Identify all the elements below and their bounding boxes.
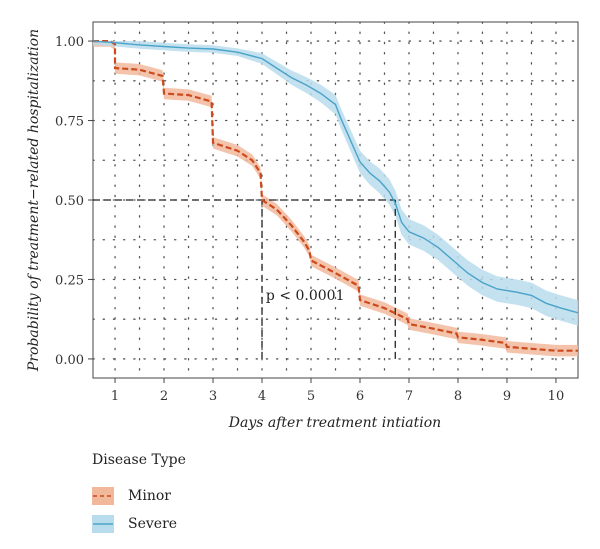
- y-tick-label-1: 0.25: [55, 273, 84, 288]
- y-tick-label-2: 0.50: [55, 194, 84, 209]
- y-axis-title: Probability of treatment−related hospita…: [26, 29, 42, 372]
- confidence-bands: [93, 41, 578, 357]
- x-axis-title: Days after treatment intiation: [228, 415, 441, 431]
- x-axis: 1 2 3 4 5 6 7 8 9 10: [111, 378, 564, 404]
- band-minor: [93, 41, 578, 357]
- x-tick-label-1: 1: [111, 389, 119, 404]
- legend-key-minor: [92, 487, 114, 505]
- series-lines: [92, 40, 579, 352]
- x-tick-label-7: 7: [405, 389, 413, 404]
- x-tick-label-2: 2: [160, 389, 168, 404]
- x-tick-label-6: 6: [356, 389, 364, 404]
- x-tick-label-4: 4: [258, 389, 266, 404]
- x-tick-label-8: 8: [454, 389, 462, 404]
- band-severe: [93, 41, 578, 326]
- series-line-severe: [92, 40, 579, 314]
- legend-item-minor: Minor: [92, 482, 186, 510]
- x-tick-label-9: 9: [503, 389, 511, 404]
- y-tick-label-0: 0.00: [55, 353, 84, 368]
- series-line-minor: [93, 40, 578, 352]
- y-tick-label-4: 1.00: [55, 35, 84, 50]
- annotation-p-value: p < 0.0001: [266, 288, 345, 304]
- x-tick-label-3: 3: [209, 389, 217, 404]
- legend-label-severe: Severe: [128, 516, 178, 532]
- legend: Disease Type Minor Severe: [92, 452, 186, 538]
- legend-key-severe: [92, 515, 114, 533]
- legend-label-minor: Minor: [128, 488, 171, 504]
- reference-lines: [93, 199, 396, 359]
- x-tick-label-5: 5: [307, 389, 315, 404]
- legend-item-severe: Severe: [92, 510, 186, 538]
- y-tick-label-3: 0.75: [55, 115, 84, 130]
- x-tick-label-10: 10: [548, 389, 565, 404]
- y-axis: 0.00 0.25 0.50 0.75 1.00: [55, 35, 93, 368]
- legend-title: Disease Type: [92, 452, 186, 468]
